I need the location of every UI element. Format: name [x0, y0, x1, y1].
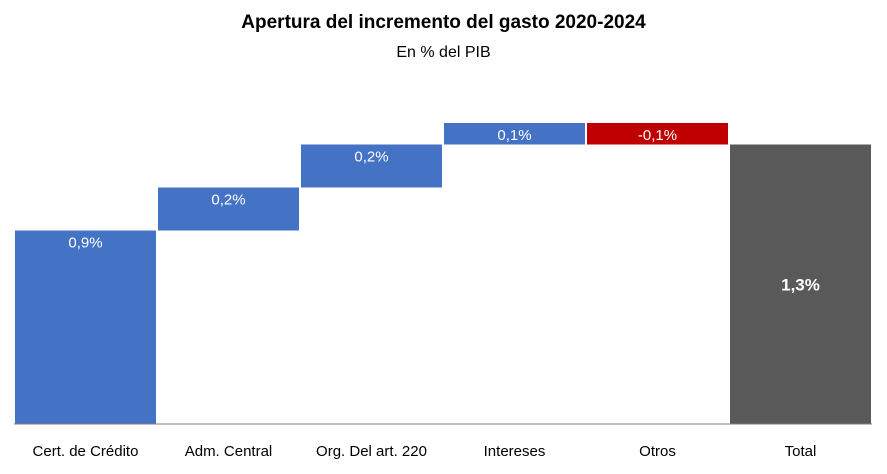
- x-tick-label-4: Otros: [639, 443, 676, 460]
- data-label-2: 0,2%: [354, 149, 388, 166]
- x-tick-label-2: Org. Del art. 220: [316, 443, 427, 460]
- bar-2: [301, 144, 442, 188]
- x-tick-label-3: Intereses: [484, 443, 546, 460]
- bar-3: [444, 123, 585, 145]
- data-label-3: 0,1%: [497, 127, 531, 144]
- bar-0: [15, 230, 156, 424]
- bars-layer: 0,9% 0,2% 0,2% 0,1% -0,1% 1,3%: [15, 123, 871, 424]
- bar-5: [730, 144, 871, 424]
- chart-subtitle: En % del PIB: [396, 44, 491, 61]
- bar-1: [158, 187, 299, 231]
- bar-4: [587, 123, 728, 145]
- x-tick-label-0: Cert. de Crédito: [33, 443, 139, 460]
- data-label-4: -0,1%: [638, 127, 677, 144]
- x-tick-labels: Cert. de Crédito Adm. Central Org. Del art…: [33, 443, 817, 460]
- x-tick-label-1: Adm. Central: [185, 443, 273, 460]
- data-label-1: 0,2%: [211, 192, 245, 209]
- data-label-5: 1,3%: [781, 275, 820, 294]
- data-label-0: 0,9%: [68, 235, 102, 252]
- chart-title: Apertura del incremento del gasto 2020-2…: [241, 12, 646, 33]
- x-tick-label-5: Total: [785, 443, 817, 460]
